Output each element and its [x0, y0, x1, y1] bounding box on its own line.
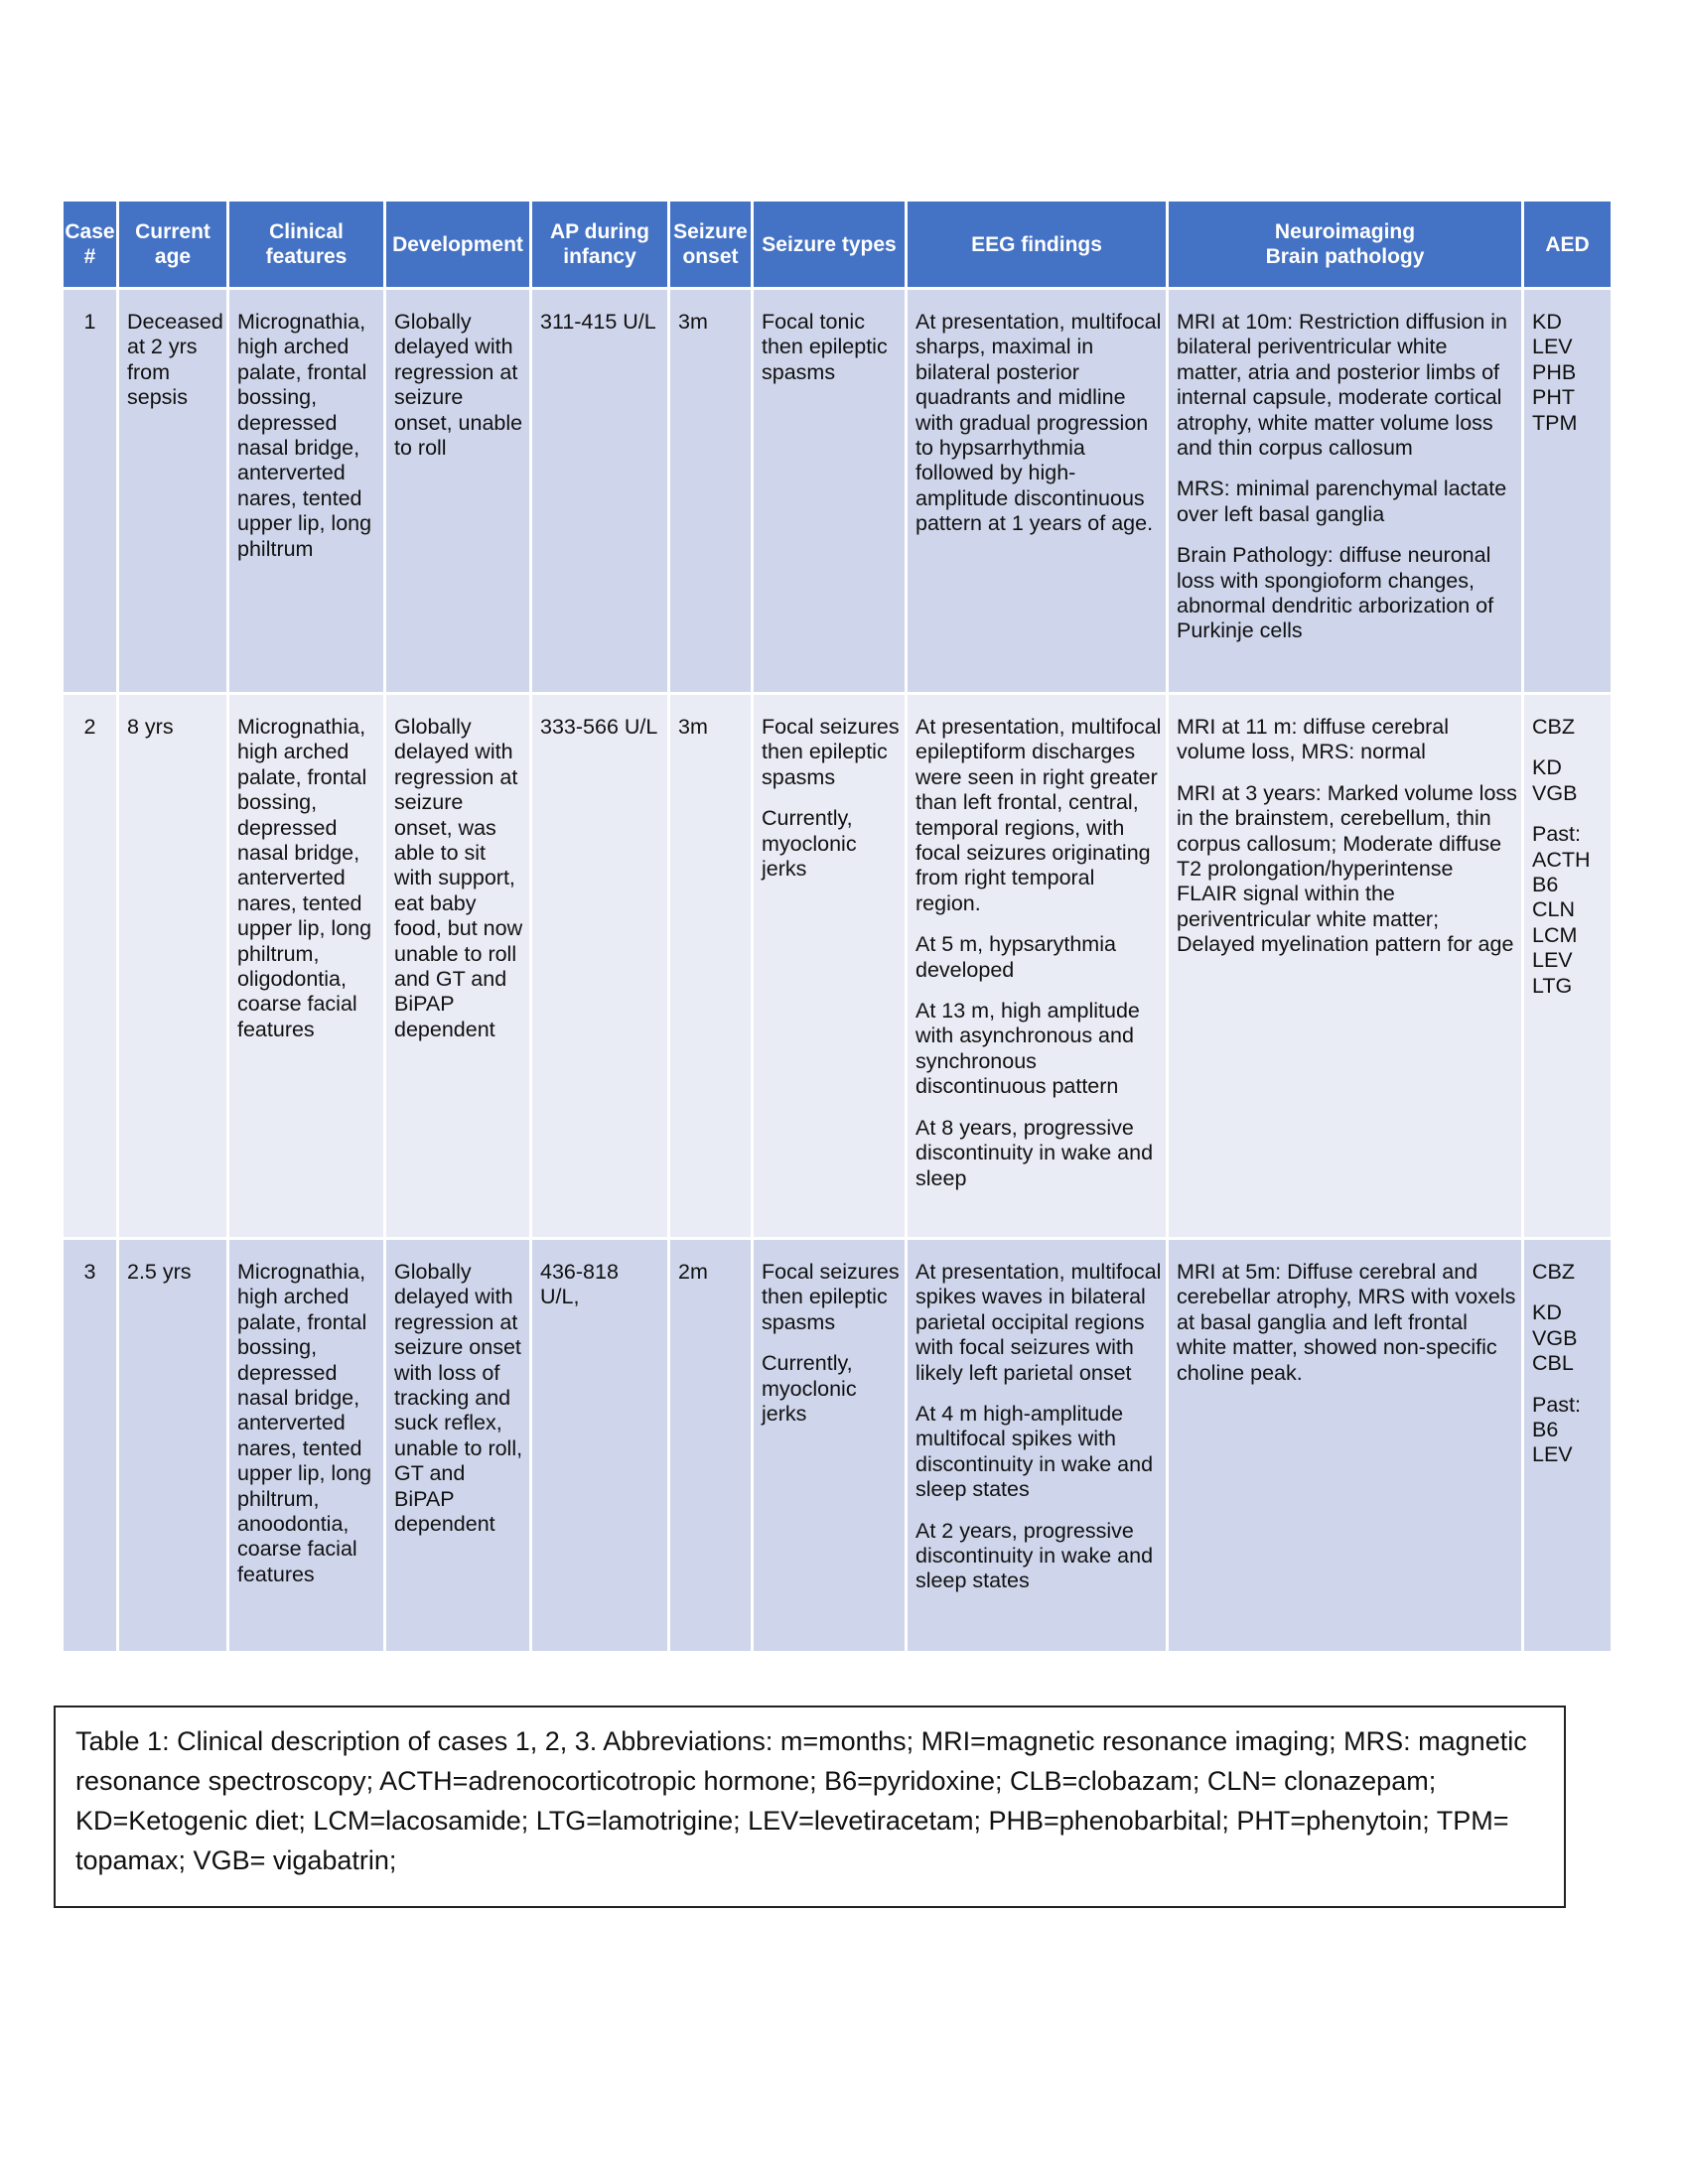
cell-paragraph: At 8 years, progressive discontinuity in… [915, 1115, 1154, 1190]
table-header: Case # Current age Clinical features Develo… [61, 199, 1614, 290]
cell-paragraph: 3m [678, 310, 708, 334]
cell-paragraph: MRI at 11 m: diffuse cerebral volume los… [1177, 715, 1450, 764]
header-cell: AED [1521, 199, 1614, 290]
cell-paragraph: At 13 m, high amplitude with asynchronou… [915, 999, 1140, 1099]
cell-paragraph: 311-415 U/L [540, 310, 656, 334]
cell-paragraph: At 5 m, hypsarythmia developed [915, 932, 1116, 982]
cell-paragraph: At presentation, multifocal spikes waves… [915, 1260, 1162, 1385]
header-cell: Current age [116, 199, 229, 290]
table-cell: Deceased at 2 yrs from sepsis [116, 287, 229, 695]
header-cell: Clinical features [226, 199, 386, 290]
table-cell: 8 yrs [116, 692, 229, 1240]
table-row: 2 8 yrs Micrognathia, high arched palate, … [61, 692, 1614, 1240]
table-body: 1 Deceased at 2 yrs from sepsis Micrognath… [61, 287, 1614, 1654]
clinical-table: Case # Current age Clinical features Develo… [61, 199, 1614, 1654]
table-cell: 2 [61, 692, 119, 1240]
cell-paragraph: MRI at 5m: Diffuse cerebral and cerebell… [1177, 1260, 1516, 1385]
table-cell: Globally delayed with regression at seiz… [383, 1237, 532, 1654]
table-cell: 3m [667, 692, 754, 1240]
cell-paragraph: CBZ [1532, 715, 1575, 739]
table-cell: Micrognathia, high arched palate, fronta… [226, 287, 386, 695]
table-cell: Micrognathia, high arched palate, fronta… [226, 1237, 386, 1654]
cell-paragraph: At 4 m high-amplitude multifocal spikes … [915, 1402, 1154, 1502]
cell-paragraph: Currently, myoclonic jerks [762, 1351, 857, 1427]
table-cell: 333-566 U/L [529, 692, 670, 1240]
header-cell: Development [383, 199, 532, 290]
cell-paragraph: Globally delayed with regression at seiz… [394, 1260, 523, 1537]
cell-paragraph: 3m [678, 715, 708, 739]
cell-paragraph: 2.5 yrs [127, 1260, 192, 1284]
table-cell: 3m [667, 287, 754, 695]
cell-paragraph: Focal seizures then epileptic spasms [762, 715, 900, 789]
table-cell: 1 [61, 287, 119, 695]
cell-paragraph: 436-818 U/L, [540, 1260, 619, 1309]
cell-paragraph: Micrognathia, high arched palate, fronta… [237, 310, 372, 561]
table-cell: 2.5 yrs [116, 1237, 229, 1654]
cell-paragraph: Brain Pathology: diffuse neuronal loss w… [1177, 543, 1494, 643]
table-cell: Micrognathia, high arched palate, fronta… [226, 692, 386, 1240]
cell-paragraph: Globally delayed with regression at seiz… [394, 310, 523, 461]
cell-paragraph: 333-566 U/L [540, 715, 658, 739]
header-cell: Seizure types [751, 199, 908, 290]
cell-paragraph: At presentation, multifocal sharps, maxi… [915, 310, 1162, 536]
table-cell: CBZ KD VGB CBL Past: B6 LEV [1521, 1237, 1614, 1654]
header-cell: Case # [61, 199, 119, 290]
cell-paragraph: 2 [83, 715, 96, 739]
table-cell: At presentation, multifocal epileptiform… [905, 692, 1169, 1240]
cell-paragraph: 8 yrs [127, 715, 174, 739]
table-cell: Globally delayed with regression at seiz… [383, 287, 532, 695]
cell-paragraph: 2m [678, 1260, 708, 1284]
table-cell: At presentation, multifocal sharps, maxi… [905, 287, 1169, 695]
cell-paragraph: MRS: minimal parenchymal lactate over le… [1177, 477, 1507, 526]
header-row: Case # Current age Clinical features Develo… [61, 199, 1614, 290]
cell-paragraph: 1 [83, 310, 96, 334]
cell-paragraph: KD VGB CBL [1532, 1300, 1578, 1376]
table-cell: Globally delayed with regression at seiz… [383, 692, 532, 1240]
table-cell: Focal tonic then epileptic spasms [751, 287, 908, 695]
cell-paragraph: Focal tonic then epileptic spasms [762, 310, 888, 384]
table-cell: 3 [61, 1237, 119, 1654]
cell-paragraph: Focal seizures then epileptic spasms [762, 1260, 900, 1334]
cell-paragraph: Past: ACTH B6 CLN LCM LEV LTG [1532, 822, 1591, 998]
cell-paragraph: KD VGB [1532, 755, 1578, 805]
cell-paragraph: Past: B6 LEV [1532, 1392, 1581, 1467]
cell-paragraph: MRI at 3 years: Marked volume loss in th… [1177, 780, 1517, 957]
table-cell: Focal seizures then epileptic spasms Curr… [751, 692, 908, 1240]
cell-paragraph: Currently, myoclonic jerks [762, 806, 857, 882]
table-row: 3 2.5 yrs Micrognathia, high arched palate… [61, 1237, 1614, 1654]
table-cell: MRI at 5m: Diffuse cerebral and cerebell… [1166, 1237, 1524, 1654]
cell-paragraph: MRI at 10m: Restriction diffusion in bil… [1177, 310, 1507, 461]
cell-paragraph: KD LEV PHB PHT TPM [1532, 310, 1578, 435]
cell-paragraph: At 2 years, progressive discontinuity in… [915, 1518, 1154, 1593]
header-cell: Neuroimaging Brain pathology [1166, 199, 1524, 290]
table-cell: 436-818 U/L, [529, 1237, 670, 1654]
cell-paragraph: Micrognathia, high arched palate, fronta… [237, 715, 372, 1041]
header-cell: Seizure onset [667, 199, 754, 290]
header-cell: AP during infancy [529, 199, 670, 290]
table-cell: CBZ KD VGB Past: ACTH B6 CLN LCM LEV LTG [1521, 692, 1614, 1240]
cell-paragraph: CBZ [1532, 1260, 1575, 1284]
cell-paragraph: Micrognathia, high arched palate, fronta… [237, 1260, 372, 1586]
header-cell: EEG findings [905, 199, 1169, 290]
table-cell: At presentation, multifocal spikes waves… [905, 1237, 1169, 1654]
cell-paragraph: At presentation, multifocal epileptiform… [915, 715, 1162, 915]
table-cell: 2m [667, 1237, 754, 1654]
table-caption: Table 1: Clinical description of cases 1… [54, 1706, 1566, 1908]
table-cell: MRI at 11 m: diffuse cerebral volume los… [1166, 692, 1524, 1240]
table-cell: Focal seizures then epileptic spasms Curr… [751, 1237, 908, 1654]
cell-paragraph: 3 [83, 1260, 96, 1284]
table-cell: KD LEV PHB PHT TPM [1521, 287, 1614, 695]
cell-paragraph: Globally delayed with regression at seiz… [394, 715, 523, 1041]
cell-paragraph: Deceased at 2 yrs from sepsis [127, 310, 223, 410]
table-cell: MRI at 10m: Restriction diffusion in bil… [1166, 287, 1524, 695]
table-row: 1 Deceased at 2 yrs from sepsis Micrognath… [61, 287, 1614, 695]
table-cell: 311-415 U/L [529, 287, 670, 695]
